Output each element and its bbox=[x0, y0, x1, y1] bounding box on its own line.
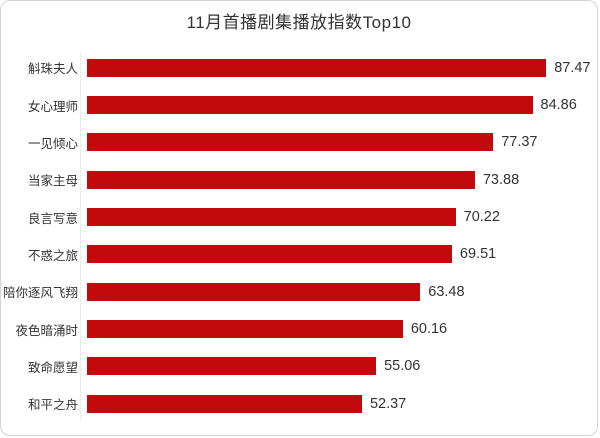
value-label: 63.48 bbox=[428, 283, 465, 300]
bar-row: 夜色暗涌时 60.16 bbox=[1, 310, 597, 347]
value-label: 69.51 bbox=[459, 246, 497, 263]
category-label: 斛珠夫人 bbox=[27, 62, 78, 77]
bar-row: 女心理师 84.86 bbox=[1, 86, 597, 123]
category-label: 一见倾心 bbox=[27, 136, 78, 151]
bar-track: 87.47 bbox=[87, 58, 597, 77]
bar-track: 60.16 bbox=[87, 320, 597, 339]
bar bbox=[87, 394, 362, 413]
bar-row: 良言写意 70.22 bbox=[1, 198, 597, 235]
value-label: 77.37 bbox=[501, 134, 538, 151]
chart-title: 11月首播剧集播放指数Top10 bbox=[186, 13, 412, 32]
bar-row: 一见倾心 77.37 bbox=[1, 124, 597, 161]
value-label: 87.47 bbox=[554, 59, 591, 76]
bar-track: 69.51 bbox=[87, 245, 597, 264]
value-label: 60.16 bbox=[410, 321, 448, 338]
category-label: 陪你逐风飞翔 bbox=[2, 286, 78, 301]
bar-track: 84.86 bbox=[87, 96, 597, 115]
bar bbox=[87, 357, 377, 376]
bar-track: 52.37 bbox=[87, 394, 597, 413]
bar-row: 致命愿望 55.06 bbox=[1, 348, 597, 385]
bar-row: 陪你逐风飞翔 63.48 bbox=[1, 273, 597, 310]
category-label: 当家主母 bbox=[27, 174, 78, 189]
value-label: 52.37 bbox=[369, 395, 407, 412]
plot-area: 斛珠夫人 87.47 女心理师 84.86 一见倾心 77.37 当家主母 73.88 良言写意… bbox=[1, 49, 597, 421]
bar-row: 不惑之旅 69.51 bbox=[1, 236, 597, 273]
bar bbox=[87, 96, 533, 115]
bar bbox=[87, 282, 421, 301]
bar-row: 和平之舟 52.37 bbox=[1, 385, 597, 422]
bar-track: 63.48 bbox=[87, 282, 597, 301]
bar-track: 77.37 bbox=[87, 133, 597, 152]
bar-track: 70.22 bbox=[87, 208, 597, 227]
bar bbox=[87, 133, 494, 152]
bar bbox=[87, 320, 403, 339]
bar-row: 当家主母 73.88 bbox=[1, 161, 597, 198]
bar bbox=[87, 245, 452, 264]
category-label: 不惑之旅 bbox=[27, 248, 78, 263]
bar-track: 55.06 bbox=[87, 357, 597, 376]
value-label: 55.06 bbox=[384, 358, 421, 375]
category-label: 夜色暗涌时 bbox=[15, 323, 78, 338]
y-axis-line bbox=[80, 53, 81, 421]
category-label: 良言写意 bbox=[27, 211, 78, 226]
category-label: 女心理师 bbox=[27, 99, 78, 114]
value-label: 73.88 bbox=[482, 171, 520, 188]
category-label: 和平之舟 bbox=[27, 398, 78, 413]
bar-rows: 斛珠夫人 87.47 女心理师 84.86 一见倾心 77.37 当家主母 73.88 良言写意… bbox=[1, 49, 597, 422]
bar bbox=[87, 170, 475, 189]
bar bbox=[87, 208, 456, 227]
bar-track: 73.88 bbox=[87, 170, 597, 189]
value-label: 70.22 bbox=[463, 209, 500, 226]
bar-row: 斛珠夫人 87.47 bbox=[1, 49, 597, 86]
category-label: 致命愿望 bbox=[27, 360, 78, 375]
value-label: 84.86 bbox=[540, 97, 577, 114]
bar bbox=[87, 58, 547, 77]
